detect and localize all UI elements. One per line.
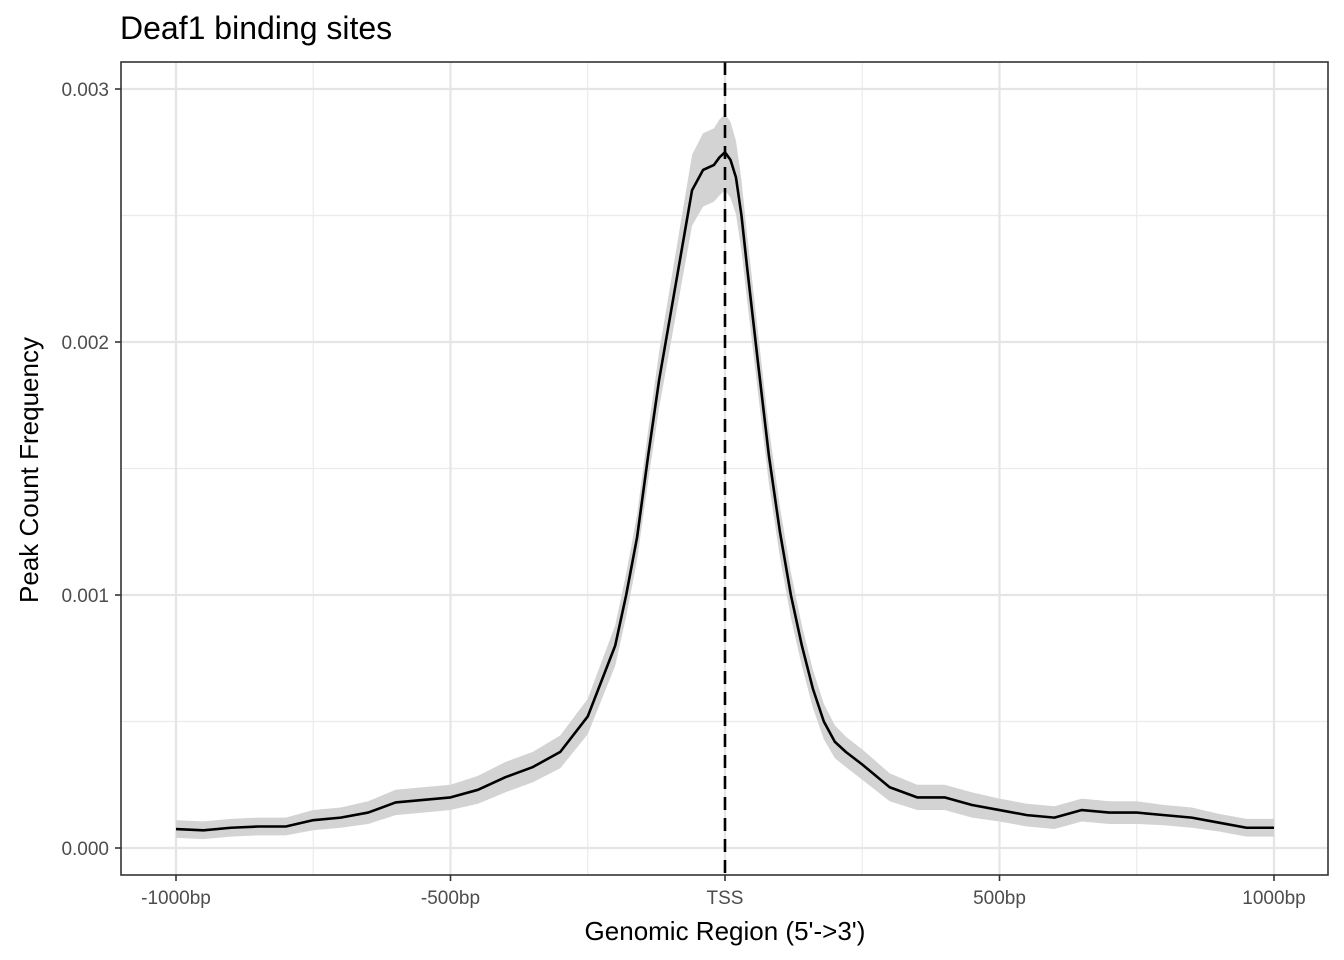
y-tick-label: 0.002	[61, 333, 109, 354]
x-tick-label: 1000bp	[1242, 888, 1305, 909]
y-tick-label: 0.001	[61, 586, 109, 607]
chart-title: Deaf1 binding sites	[120, 10, 392, 46]
y-axis-title: Peak Count Frequency	[14, 337, 44, 603]
y-tick-label: 0.000	[61, 839, 109, 860]
series-line	[175, 150, 1274, 832]
x-tick-label: 500bp	[973, 888, 1026, 909]
x-tick-label: -500bp	[421, 888, 480, 909]
x-tick-label: TSS	[707, 888, 744, 909]
plot-area: -1000bp -500bp TSS 500bp 1000bp 0.000 0.001 0.0…	[61, 61, 1329, 909]
y-tick-label: 0.003	[61, 80, 109, 101]
x-axis-title: Genomic Region (5'->3')	[585, 916, 866, 946]
x-tick-label: -1000bp	[141, 888, 211, 909]
